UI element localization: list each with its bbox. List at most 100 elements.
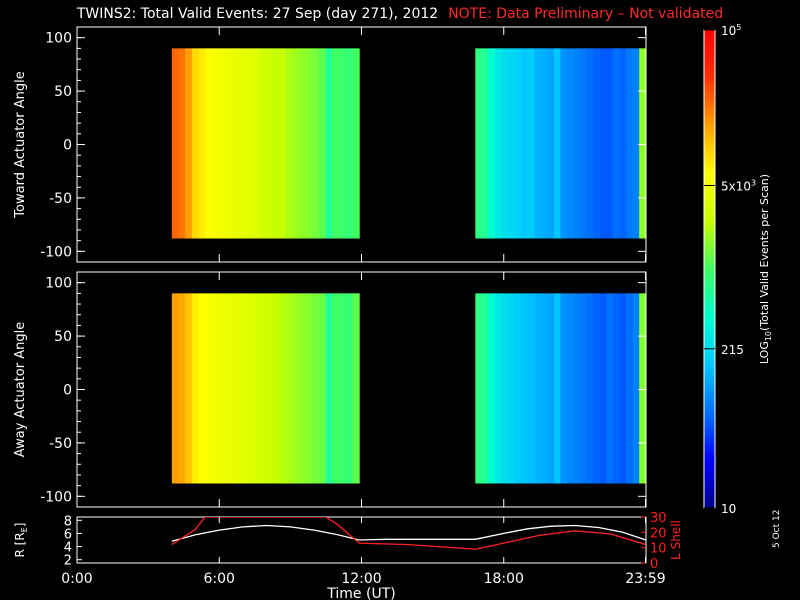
heatmap-cell-top-b1-0: [475, 48, 483, 239]
heatmap-cell-middle-b0-26: [345, 293, 354, 484]
heatmap-cell-middle-b0-22: [318, 293, 327, 484]
heatmap-cell-top-b0-13: [258, 48, 267, 239]
heatmap-cell-top-b0-0: [171, 48, 180, 239]
heatmap-cell-middle-b1-10: [540, 293, 549, 484]
heatmap-cell-middle-b1-2: [488, 293, 496, 484]
heatmap-cell-top-b1-20: [606, 48, 614, 239]
heatmap-cell-top-b1-18: [593, 48, 601, 239]
ytick-label-top-4: -100: [40, 244, 72, 260]
eph-left-tick-label-3: 2: [64, 554, 72, 569]
heatmap-cell-middle-b1-18: [593, 293, 601, 484]
heatmap-cell-middle-b1-17: [586, 293, 594, 484]
eph-left-tick-label-2: 4: [64, 541, 72, 556]
colorbar-tick-label-0: 10: [721, 502, 736, 516]
heatmap-cell-middle-b0-4: [198, 293, 206, 484]
heatmap-cell-top-b1-25: [639, 48, 647, 239]
colorbar-gradient: [703, 29, 716, 509]
heatmap-cell-middle-b0-27: [352, 293, 360, 484]
heatmap-cell-middle-b1-0: [475, 293, 483, 484]
heatmap-cell-top-b0-5: [205, 48, 213, 239]
heatmap-cell-top-b1-24: [632, 48, 640, 239]
xtick-label-1: 6:00: [204, 571, 235, 587]
heatmap-cell-top-b1-21: [612, 48, 621, 239]
heatmap-cell-top-b0-25: [339, 48, 347, 239]
x-axis-label: Time (UT): [326, 586, 395, 600]
date-stamp: 5 Oct 12: [772, 509, 782, 548]
heatmap-cell-middle-b0-11: [245, 293, 253, 484]
ytick-label-middle-4: -100: [40, 489, 72, 505]
heatmap-cell-middle-b0-7: [218, 293, 226, 484]
heatmap-cell-top-b0-15: [272, 48, 280, 239]
heatmap-cell-middle-b1-21: [612, 293, 621, 484]
heatmap-cell-middle-b0-24: [332, 293, 340, 484]
heatmap-cell-middle-b1-12: [553, 293, 562, 484]
heatmap-cell-top-b1-1: [481, 48, 490, 239]
heatmap-cell-top-b1-19: [599, 48, 608, 239]
heatmap-cell-middle-b1-15: [573, 293, 581, 484]
heatmap-cell-middle-b0-15: [272, 293, 280, 484]
heatmap-cell-middle-b1-22: [619, 293, 627, 484]
heatmap-cell-middle-b0-16: [278, 293, 287, 484]
colorbar-tick-label-2: 5x103: [721, 178, 756, 193]
heatmap-cell-top-b1-11: [547, 48, 555, 239]
ytick-label-middle-2: 0: [63, 383, 72, 399]
heatmap-cell-middle-b1-19: [599, 293, 608, 484]
heatmap-cell-middle-b0-25: [339, 293, 347, 484]
heatmap-cell-top-b0-27: [352, 48, 360, 239]
colorbar-tick-label-1: 215: [721, 343, 744, 357]
heatmap-cell-top-b0-20: [305, 48, 313, 239]
heatmap-cell-middle-b0-10: [238, 293, 247, 484]
heatmap-cell-top-b0-23: [325, 48, 333, 239]
heatmap-cell-middle-b0-5: [205, 293, 213, 484]
heatmap-cell-top-b1-10: [540, 48, 549, 239]
heatmap-cell-top-b1-7: [521, 48, 529, 239]
heatmap-cell-top-b1-14: [567, 48, 575, 239]
heatmap-cell-top-b1-17: [586, 48, 594, 239]
heatmap-cell-middle-b0-8: [225, 293, 233, 484]
colorbar: 10 215 5x103 105 LOG10(Total Valid Events pe…: [703, 23, 773, 516]
heatmap-cell-top-b1-15: [573, 48, 581, 239]
heatmap-cell-top-b0-10: [238, 48, 247, 239]
heatmap-cell-middle-b0-19: [298, 293, 307, 484]
heatmap-cell-top-b1-22: [619, 48, 627, 239]
series-line-radius: [171, 524, 646, 542]
heatmap-cell-top-b0-14: [265, 48, 273, 239]
chart-title: TWINS2: Total Valid Events: 27 Sep (day …: [0, 6, 800, 22]
series-line-lshell: [171, 517, 646, 550]
heatmap-cell-middle-b0-14: [265, 293, 273, 484]
heatmap-cell-middle-b1-20: [606, 293, 614, 484]
xtick-label-4: 23:59: [625, 571, 665, 587]
heatmap-cell-top-b0-3: [191, 48, 200, 239]
heatmap-cell-top-b0-17: [285, 48, 293, 239]
heatmap-cell-top-b1-13: [560, 48, 568, 239]
heatmap-cell-top-b0-18: [292, 48, 300, 239]
heatmap-cell-top-b0-9: [232, 48, 240, 239]
ytick-label-top-3: -50: [49, 191, 72, 207]
xtick-label-0: 0:00: [61, 571, 92, 587]
heatmap-cell-top-b0-24: [332, 48, 340, 239]
heatmap-cell-top-b1-12: [553, 48, 562, 239]
ytick-label-top-0: 100: [45, 31, 72, 47]
eph-left-tick-label-0: 8: [64, 514, 72, 529]
heatmap-cell-top-b1-4: [501, 48, 509, 239]
heatmap-cell-middle-b0-1: [178, 293, 186, 484]
heatmap-cell-top-b0-22: [318, 48, 327, 239]
heatmap-cell-top-b0-8: [225, 48, 233, 239]
heatmap-cell-top-b1-6: [514, 48, 522, 239]
eph-left-tick-label-1: 6: [64, 527, 72, 542]
heatmap-cell-middle-b0-13: [258, 293, 267, 484]
heatmap-cell-top-b1-3: [494, 48, 503, 239]
heatmap-cell-middle-b1-25: [639, 293, 647, 484]
xtick-label-2: 12:00: [341, 571, 381, 587]
heatmap-cell-middle-b0-2: [185, 293, 193, 484]
heatmap-cell-top-b1-16: [580, 48, 588, 239]
heatmap-cell-middle-b1-7: [521, 293, 529, 484]
ytick-label-middle-1: 50: [54, 329, 72, 345]
title-note: NOTE: Data Preliminary – Not validated: [448, 6, 724, 22]
heatmap-cell-middle-b0-0: [171, 293, 180, 484]
ytick-label-middle-0: 100: [45, 276, 72, 292]
colorbar-label: LOG10(Total Valid Events per Scan): [758, 174, 773, 364]
ytick-label-top-2: 0: [63, 138, 72, 154]
panel-top: 100 50 0 -50 -100 Toward Actuator Angle: [13, 26, 647, 263]
